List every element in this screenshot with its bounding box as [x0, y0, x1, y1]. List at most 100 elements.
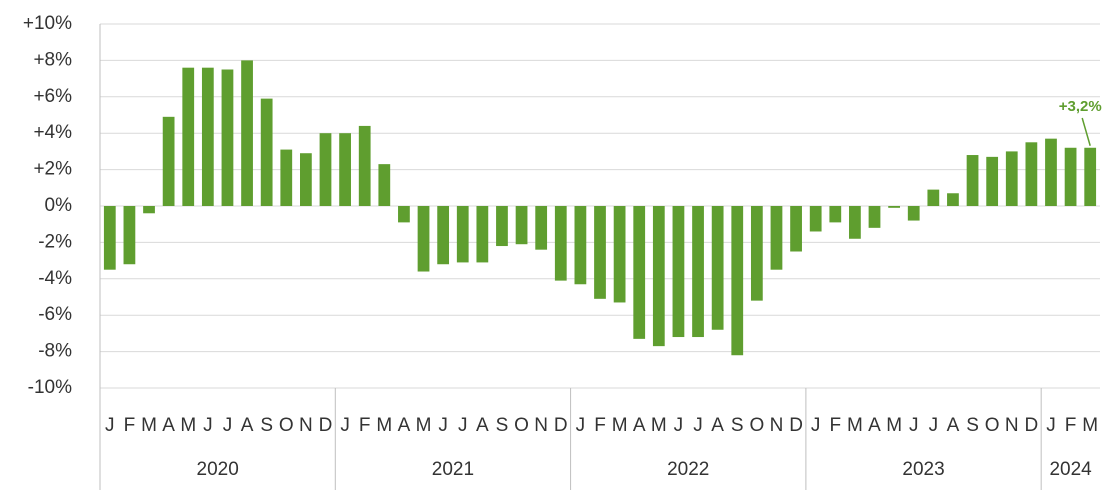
x-tick-label: J	[576, 415, 586, 436]
bar	[888, 206, 900, 208]
x-tick-label: J	[693, 415, 703, 436]
bar	[201, 67, 214, 207]
x-tick-label: F	[124, 415, 136, 436]
x-tick-label: A	[162, 415, 175, 436]
x-tick-label: N	[534, 415, 548, 436]
x-tick-label: A	[868, 415, 881, 436]
x-tick-label: D	[319, 415, 333, 436]
bar	[652, 206, 665, 347]
bar	[1045, 138, 1057, 206]
x-tick-label: A	[476, 415, 489, 436]
y-tick-label: 0%	[45, 195, 73, 216]
bar	[868, 206, 881, 228]
x-tick-label: D	[554, 415, 568, 436]
x-tick-label: A	[633, 415, 646, 436]
y-tick-label: +2%	[33, 159, 72, 180]
x-tick-label: S	[966, 415, 979, 436]
bar	[339, 133, 351, 206]
x-tick-label: O	[985, 415, 1000, 436]
bar	[437, 206, 450, 265]
x-tick-label: M	[141, 415, 157, 436]
x-tick-label: S	[731, 415, 744, 436]
x-tick-label: O	[749, 415, 764, 436]
bar	[280, 149, 293, 206]
x-tick-label: M	[376, 415, 392, 436]
bar	[515, 206, 528, 245]
bar	[319, 133, 332, 206]
bar	[123, 206, 136, 265]
x-tick-label: J	[1046, 415, 1056, 436]
bar	[378, 164, 391, 206]
x-tick-label: F	[829, 415, 841, 436]
bar	[103, 206, 116, 270]
bar	[1025, 142, 1038, 206]
bar	[241, 60, 253, 207]
y-tick-label: +4%	[33, 122, 72, 143]
group-label: 2024	[1049, 459, 1092, 480]
x-tick-label: O	[514, 415, 529, 436]
x-tick-label: A	[241, 415, 254, 436]
bar	[182, 67, 195, 207]
x-tick-label: D	[1025, 415, 1039, 436]
bar	[143, 206, 155, 214]
x-tick-label: J	[105, 415, 115, 436]
bar	[398, 206, 410, 223]
bar	[1064, 147, 1077, 206]
bar	[790, 206, 802, 252]
y-tick-label: +6%	[33, 86, 72, 107]
x-tick-label: J	[909, 415, 919, 436]
bar	[633, 206, 646, 339]
bar	[711, 206, 724, 330]
y-tick-label: -8%	[38, 341, 72, 362]
group-label: 2021	[432, 459, 474, 480]
bar	[260, 98, 273, 206]
bar	[1084, 147, 1097, 206]
bar	[849, 206, 861, 239]
x-tick-label: J	[458, 415, 468, 436]
x-tick-label: F	[594, 415, 606, 436]
bar	[574, 206, 587, 285]
bar	[672, 206, 685, 338]
bar	[535, 206, 548, 250]
group-label: 2022	[667, 459, 709, 480]
bar	[829, 206, 842, 223]
bar	[417, 206, 430, 272]
x-tick-label: F	[1065, 415, 1077, 436]
x-tick-label: O	[279, 415, 294, 436]
x-tick-label: M	[1082, 415, 1098, 436]
x-tick-label: M	[847, 415, 863, 436]
x-tick-label: M	[651, 415, 667, 436]
x-tick-label: S	[260, 415, 273, 436]
annotation: +3,2%	[1059, 98, 1102, 115]
bar	[731, 206, 744, 356]
y-tick-label: -2%	[38, 231, 72, 252]
bar	[300, 153, 312, 206]
bar	[358, 125, 371, 206]
bar	[476, 206, 489, 263]
bar	[947, 193, 959, 206]
annotation-leader	[1081, 117, 1091, 146]
x-tick-label: M	[180, 415, 196, 436]
x-tick-label: J	[223, 415, 233, 436]
x-tick-label: F	[359, 415, 371, 436]
x-tick-label: J	[811, 415, 821, 436]
bar	[966, 155, 979, 206]
x-tick-label: J	[340, 415, 350, 436]
bar	[770, 206, 783, 270]
x-tick-label: A	[947, 415, 960, 436]
bar	[809, 206, 822, 232]
x-tick-label: D	[789, 415, 803, 436]
x-tick-label: S	[496, 415, 509, 436]
group-label: 2020	[197, 459, 239, 480]
x-tick-label: M	[416, 415, 432, 436]
x-tick-label: A	[398, 415, 411, 436]
y-tick-label: -6%	[38, 304, 72, 325]
x-tick-label: J	[929, 415, 939, 436]
y-tick-label: -4%	[38, 268, 72, 289]
bar	[594, 206, 606, 299]
x-tick-label: J	[674, 415, 684, 436]
bar	[692, 206, 704, 338]
bar	[927, 189, 940, 206]
bar	[554, 206, 567, 281]
bar	[907, 206, 920, 221]
